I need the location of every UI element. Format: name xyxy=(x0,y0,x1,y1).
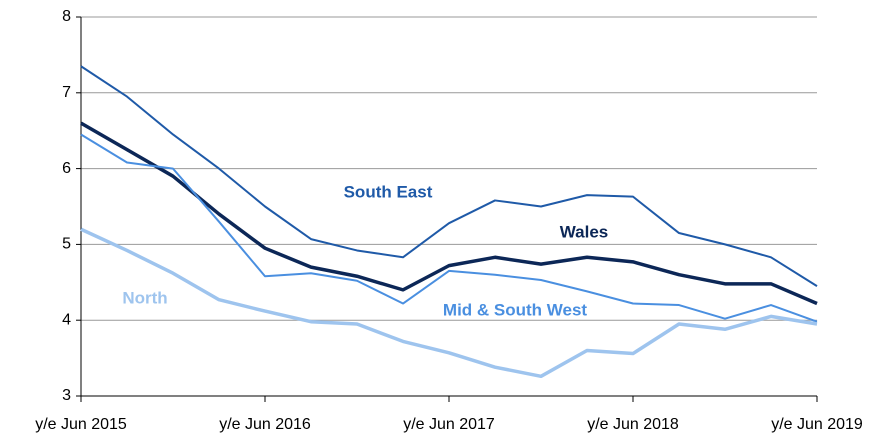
series-label: North xyxy=(122,288,167,307)
series-line xyxy=(80,133,818,323)
series-label: Mid & South West xyxy=(443,300,588,319)
y-tick-label: 6 xyxy=(62,160,71,177)
x-tick-label: y/e Jun 2015 xyxy=(35,416,127,433)
x-tick-label: y/e Jun 2016 xyxy=(219,416,311,433)
y-tick-label: 5 xyxy=(62,236,71,253)
series-label: Wales xyxy=(560,222,609,241)
series-line xyxy=(80,227,818,379)
y-tick-label: 7 xyxy=(62,84,71,101)
x-tick-label: y/e Jun 2019 xyxy=(771,416,863,433)
x-tick-label: y/e Jun 2018 xyxy=(587,416,679,433)
series-line xyxy=(80,65,818,287)
series-label: South East xyxy=(344,182,433,201)
x-tick-label: y/e Jun 2017 xyxy=(403,416,495,433)
series-line xyxy=(80,121,818,306)
y-tick-label: 3 xyxy=(62,387,71,404)
y-tick-label: 8 xyxy=(62,8,71,25)
y-tick-label: 4 xyxy=(62,311,71,328)
